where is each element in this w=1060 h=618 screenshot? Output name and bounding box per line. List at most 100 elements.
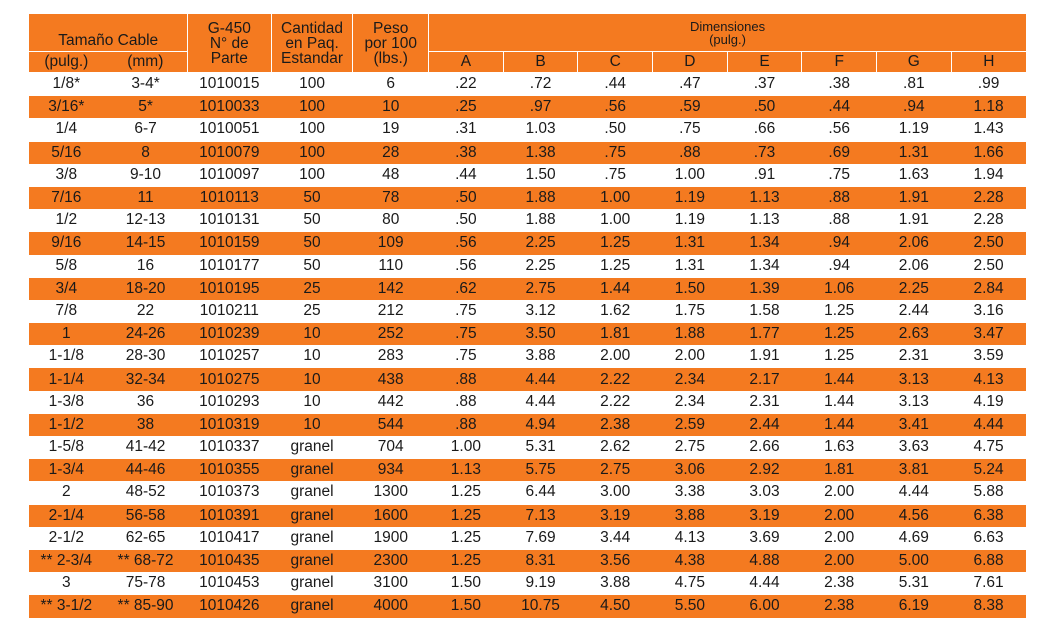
cell-mm: 36 (103, 390, 188, 414)
cell-dim-f: 1.06 (801, 276, 877, 300)
cell-dim-f: .94 (801, 254, 877, 278)
cell-mm: 38 (103, 412, 188, 436)
cell-dim-d: 1.50 (652, 276, 728, 300)
cell-dim-f: 2.38 (801, 594, 877, 618)
cell-dim-a: .50 (428, 185, 504, 210)
cell-dim-d: 2.75 (652, 436, 728, 459)
cell-dim-b: 3.88 (503, 345, 578, 368)
cell-dim-c: 3.19 (577, 503, 653, 527)
cell-parte: 1010033 (187, 95, 272, 119)
cell-dim-c: 3.88 (577, 572, 653, 595)
cell-pulg: 1-5/8 (29, 436, 104, 459)
cell-mm: ** 85-90 (103, 594, 188, 618)
cell-dim-h: .99 (951, 72, 1026, 96)
cell-mm: 3-4* (103, 72, 188, 96)
table-row: 2-1/2 62-65 1010417 granel 1900 1.25 7.69 3.44 4… (29, 526, 1026, 550)
cell-dim-c: .75 (577, 140, 653, 164)
cell-dim-f: 1.25 (801, 299, 877, 323)
cell-dim-e: 1.58 (727, 299, 802, 323)
cell-dim-f: 1.44 (801, 412, 877, 436)
cell-dim-c: .75 (577, 163, 653, 187)
header-dim-d: D (652, 51, 728, 73)
cell-dim-e: 2.31 (727, 390, 802, 414)
cell-dim-b: 2.25 (503, 254, 578, 278)
cell-pulg: 1-1/8 (29, 345, 104, 368)
cell-pulg: 1/4 (29, 118, 104, 142)
cell-pulg: 3/4 (29, 276, 104, 300)
cell-cantidad: granel (271, 436, 353, 459)
cell-mm: 12-13 (103, 209, 188, 232)
header-dim-a: A (428, 51, 504, 73)
cell-cantidad: 25 (271, 299, 353, 323)
cell-cantidad: 50 (271, 254, 353, 278)
cell-parte: 1010391 (187, 503, 272, 527)
cell-peso: 142 (352, 276, 429, 300)
cell-dim-d: 1.00 (652, 163, 728, 187)
cell-peso: 704 (352, 436, 429, 459)
cell-dim-a: .75 (428, 322, 504, 346)
cell-dim-a: .75 (428, 299, 504, 323)
cell-dim-e: 1.34 (727, 254, 802, 278)
cell-peso: 19 (352, 118, 429, 142)
cell-parte: 1010211 (187, 299, 272, 323)
header-peso-line2: por 100 (364, 34, 418, 52)
cell-dim-h: 3.59 (951, 345, 1026, 368)
cell-dim-h: 1.43 (951, 118, 1026, 142)
cell-dim-c: 2.00 (577, 345, 653, 368)
cell-peso: 934 (352, 458, 429, 482)
cell-dim-f: .88 (801, 185, 877, 210)
cell-dim-f: 1.25 (801, 322, 877, 346)
cell-dim-h: 2.50 (951, 254, 1026, 278)
cell-pulg: 2-1/2 (29, 526, 104, 550)
header-cantidad-line2: en Paq. (285, 34, 339, 52)
cell-dim-h: 4.19 (951, 390, 1026, 414)
cell-dim-g: 3.41 (876, 412, 952, 436)
cell-dim-h: 5.24 (951, 458, 1026, 482)
cell-dim-a: 1.50 (428, 594, 504, 618)
cell-parte: 1010195 (187, 276, 272, 300)
cell-dim-f: .56 (801, 118, 877, 142)
table-row: 1-1/2 38 1010319 10 544.88 4.94 2.38 2.59 2.44 1.… (29, 412, 1026, 436)
cell-mm: ** 68-72 (103, 548, 188, 573)
cell-parte: 1010015 (187, 72, 272, 96)
cell-dim-b: 2.25 (503, 231, 578, 255)
cell-mm: 5* (103, 95, 188, 119)
cell-dim-g: 4.44 (876, 481, 952, 505)
cell-dim-c: 3.44 (577, 526, 653, 550)
cell-dim-e: 4.44 (727, 572, 802, 595)
cell-peso: 4000 (352, 594, 429, 618)
cell-dim-f: .69 (801, 140, 877, 164)
cell-parte: 1010079 (187, 140, 272, 164)
cell-parte: 1010337 (187, 436, 272, 459)
cell-dim-e: 3.03 (727, 481, 802, 505)
cell-cantidad: granel (271, 458, 353, 482)
cell-pulg: 7/16 (29, 185, 104, 210)
header-dimensiones-line1: Dimensiones (689, 18, 766, 34)
header-dimensiones: Dimensiones (pulg.) (428, 14, 1026, 52)
cell-peso: 1900 (352, 526, 429, 550)
cell-dim-g: 3.13 (876, 390, 952, 414)
cell-peso: 1600 (352, 503, 429, 527)
header-dim-c: C (577, 51, 654, 73)
cell-dim-d: 5.50 (652, 594, 728, 618)
cell-dim-h: 8.38 (951, 594, 1026, 618)
cell-peso: 78 (352, 185, 429, 210)
cell-dim-g: 2.06 (876, 254, 952, 278)
spec-table: Tamaño Cable G-450 N° de Parte Cantidad … (29, 14, 1026, 618)
cell-pulg: 3/16* (29, 95, 104, 119)
table-row: 7/8 22 1010211 25 212.75 3.12 1.62 1.75 1.58 1.25… (29, 299, 1026, 323)
cell-dim-g: 3.63 (876, 436, 952, 459)
cell-cantidad: 10 (271, 345, 353, 368)
cell-cantidad: 50 (271, 231, 353, 255)
header-peso-line1: Peso (373, 19, 409, 37)
cell-dim-h: 2.50 (951, 231, 1026, 255)
cell-dim-g: 3.81 (876, 458, 952, 482)
cell-pulg: 9/16 (29, 231, 104, 255)
cell-dim-e: 3.69 (727, 526, 802, 550)
table-row: 1-3/8 36 1010293 10 442.88 4.44 2.22 2.34 2.31 1.… (29, 390, 1026, 414)
cell-mm: 8 (103, 140, 188, 164)
cell-peso: 3100 (352, 572, 429, 595)
cell-dim-a: .88 (428, 367, 504, 391)
cell-cantidad: granel (271, 548, 353, 573)
cell-dim-g: 2.44 (876, 299, 952, 323)
